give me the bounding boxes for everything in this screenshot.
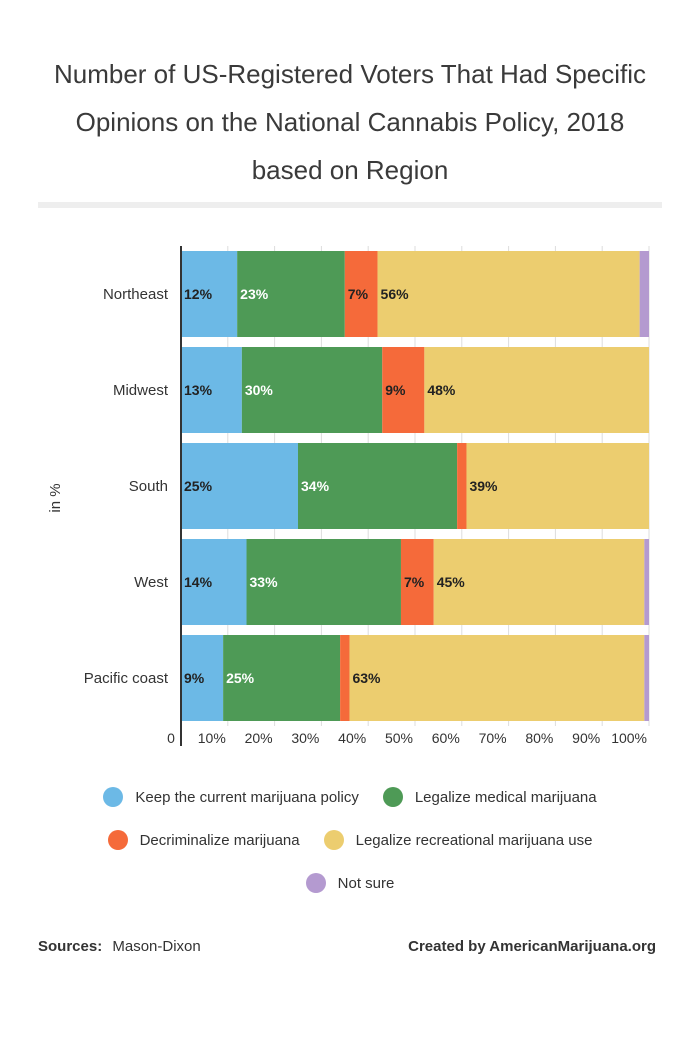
title-line-1: Number of US-Registered Voters That Had … — [53, 59, 646, 89]
legend-swatch-not-sure — [305, 873, 326, 893]
legend-swatch-decriminalize — [107, 830, 128, 850]
bar-segment — [181, 635, 224, 721]
legend-item-recreational: Legalize recreational marijuana use — [323, 830, 593, 850]
bar-segment — [466, 443, 649, 529]
legend-swatch-keep — [103, 787, 124, 807]
bar-segment — [644, 539, 649, 625]
x-tick-label: 50% — [385, 730, 413, 746]
data-label: 45% — [437, 574, 466, 590]
bar-segment — [241, 347, 383, 433]
bar-segment — [457, 443, 467, 529]
bar-segment — [349, 635, 645, 721]
legend-item-not-sure: Not sure — [305, 873, 395, 893]
chart-title: Number of US-Registered Voters That Had … — [30, 50, 670, 194]
bar-segment — [382, 347, 425, 433]
bar-segment — [223, 635, 341, 721]
legend-swatch-recreational — [323, 830, 344, 850]
x-tick-label: 30% — [291, 730, 319, 746]
title-divider — [38, 202, 662, 208]
data-label: 34% — [301, 478, 330, 494]
category-label: Pacific coast — [84, 670, 169, 687]
bar-segment — [433, 539, 645, 625]
sources: Sources: Mason-Dixon — [38, 938, 201, 955]
bar-segment — [424, 347, 649, 433]
x-tick-label: 70% — [479, 730, 507, 746]
legend-label-not-sure: Not sure — [337, 874, 395, 892]
sources-label: Sources: — [38, 938, 103, 955]
bar-segment — [344, 251, 378, 337]
title-line-2: Opinions on the National Cannabis Policy… — [75, 107, 625, 137]
data-label: 33% — [250, 574, 279, 590]
bar-segment — [237, 251, 345, 337]
data-label: 63% — [352, 670, 381, 686]
bar-segment — [246, 539, 401, 625]
data-label: 9% — [385, 382, 406, 398]
data-label: 25% — [184, 478, 213, 494]
bar-segment — [644, 635, 649, 721]
legend-label-decriminalize: Decriminalize marijuana — [139, 831, 300, 849]
data-label: 25% — [226, 670, 255, 686]
bar-segment — [181, 539, 247, 625]
x-tick-label: 0 — [167, 730, 175, 746]
bar-segment — [639, 251, 649, 337]
stacked-bar-chart: 12% 23% 7% 56% Northeast 13% 30% 9% 48% Midwest 25… — [47, 246, 650, 746]
data-label: 23% — [240, 286, 269, 302]
legend-item-medical: Legalize medical marijuana — [382, 787, 597, 807]
data-label: 14% — [184, 574, 213, 590]
x-tick-label: 20% — [245, 730, 273, 746]
sources-value: Mason-Dixon — [112, 938, 201, 955]
data-label: 9% — [184, 670, 205, 686]
legend: Keep the current marijuana policy Legali… — [30, 784, 670, 913]
data-label: 39% — [469, 478, 498, 494]
legend-label-medical: Legalize medical marijuana — [414, 788, 597, 806]
legend-row-1: Keep the current marijuana policy Legali… — [30, 784, 670, 810]
credit: Created by AmericanMarijuana.org — [408, 938, 656, 955]
bar-segment — [340, 635, 350, 721]
data-label: 56% — [381, 286, 410, 302]
bar-segment — [181, 347, 242, 433]
data-label: 30% — [245, 382, 274, 398]
x-tick-label: 10% — [198, 730, 226, 746]
data-label: 12% — [184, 286, 213, 302]
legend-label-keep: Keep the current marijuana policy — [135, 788, 359, 806]
data-label: 7% — [348, 286, 369, 302]
x-tick-label: 90% — [572, 730, 600, 746]
y-axis-label: in % — [47, 483, 64, 512]
x-tick-label: 60% — [432, 730, 460, 746]
bar-segment — [181, 251, 238, 337]
category-label: Northeast — [103, 286, 169, 303]
data-label: 7% — [404, 574, 425, 590]
legend-item-keep: Keep the current marijuana policy — [103, 787, 359, 807]
data-label: 13% — [184, 382, 213, 398]
bar-segment — [400, 539, 434, 625]
x-tick-label: 40% — [338, 730, 366, 746]
bar-segment — [298, 443, 458, 529]
bar-segment — [377, 251, 640, 337]
legend-row-3: Not sure — [30, 870, 670, 896]
bar-segment — [181, 443, 298, 529]
category-label: West — [134, 574, 169, 591]
title-line-3: based on Region — [251, 155, 449, 185]
legend-item-decriminalize: Decriminalize marijuana — [107, 830, 300, 850]
legend-label-recreational: Legalize recreational marijuana use — [355, 831, 593, 849]
legend-row-2: Decriminalize marijuana Legalize recreat… — [30, 827, 670, 853]
legend-swatch-medical — [382, 787, 403, 807]
x-tick-label: 100% — [611, 730, 647, 746]
data-label: 48% — [427, 382, 456, 398]
category-label: South — [129, 478, 168, 495]
category-label: Midwest — [113, 382, 169, 399]
x-tick-label: 80% — [525, 730, 553, 746]
